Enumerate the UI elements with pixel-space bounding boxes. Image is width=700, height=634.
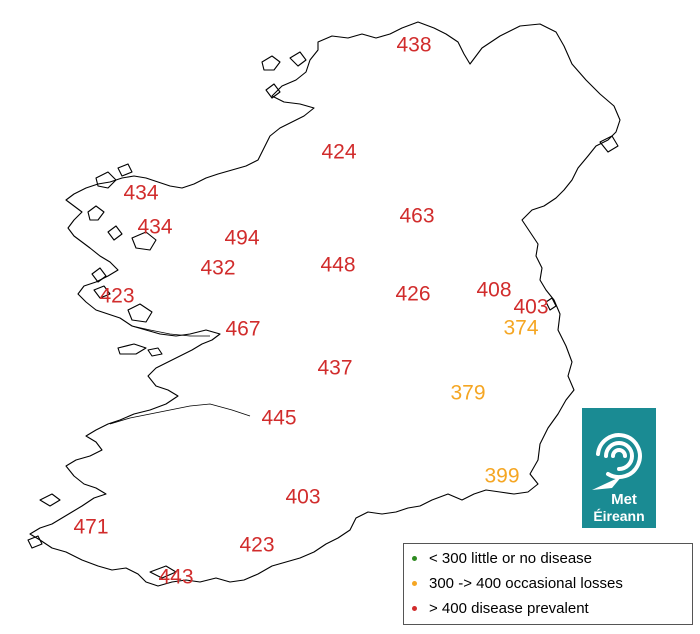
station-value: 434 (123, 181, 159, 205)
station-value: 467 (225, 317, 261, 341)
legend-marker (412, 580, 417, 586)
station-value: 437 (317, 356, 353, 380)
station-value: 471 (73, 515, 109, 539)
legend-label: < 300 little or no disease (429, 549, 593, 567)
station-value: 445 (261, 406, 297, 430)
station-value: 408 (476, 278, 512, 302)
swirl-icon (592, 433, 642, 490)
ireland-coastline (29, 21, 621, 587)
station-value: 399 (484, 464, 520, 488)
station-value: 379 (450, 381, 486, 405)
legend-marker (412, 605, 417, 611)
legend-item: 300 -> 400 occasional losses (412, 573, 623, 593)
station-value: 494 (224, 226, 260, 250)
station-value: 448 (320, 253, 356, 277)
station-value: 424 (321, 140, 357, 164)
map-legend: < 300 little or no disease 300 -> 400 oc… (403, 543, 693, 625)
logo-line-2: Éireann (593, 508, 645, 524)
station-value: 423 (99, 284, 135, 308)
station-value: 443 (158, 565, 194, 589)
legend-label: 300 -> 400 occasional losses (429, 574, 623, 592)
legend-label: > 400 disease prevalent (429, 599, 589, 617)
station-value: 423 (239, 533, 275, 557)
station-value: 432 (200, 256, 236, 280)
station-value: 438 (396, 33, 432, 57)
legend-item: > 400 disease prevalent (412, 598, 589, 618)
station-value: 434 (137, 215, 173, 239)
station-value: 403 (285, 485, 321, 509)
station-value: 374 (503, 316, 539, 340)
station-value: 426 (395, 282, 431, 306)
station-value: 403 (513, 295, 549, 319)
station-value: 463 (399, 204, 435, 228)
met-eireann-logo: Met Éireann (582, 408, 656, 528)
legend-marker (412, 555, 417, 561)
legend-item: < 300 little or no disease (412, 548, 592, 568)
logo-line-1: Met (611, 491, 637, 508)
